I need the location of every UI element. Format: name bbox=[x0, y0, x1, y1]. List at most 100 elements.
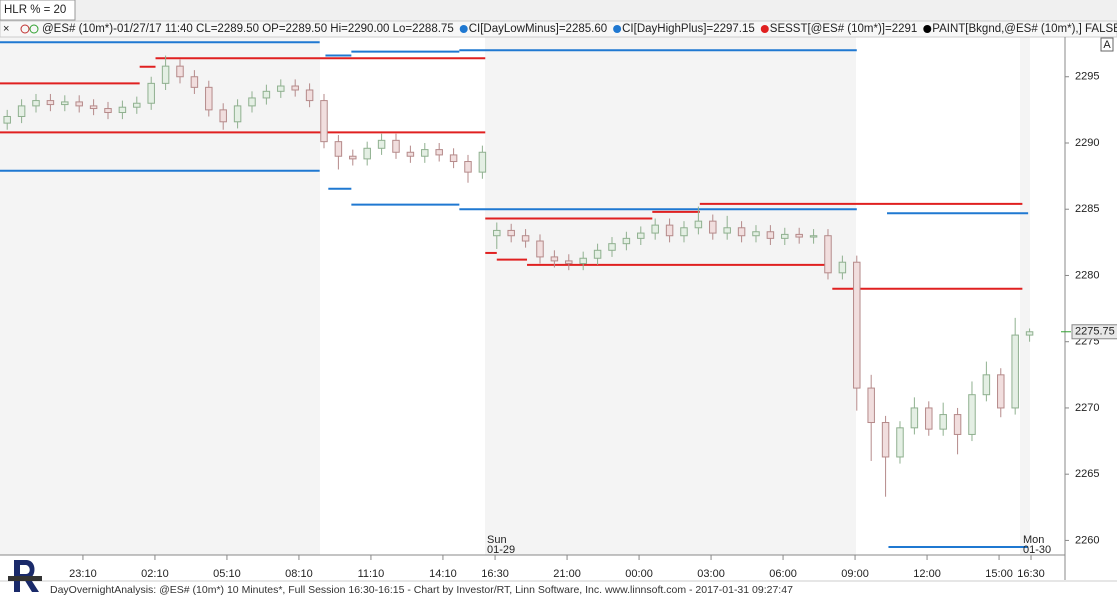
candle-body bbox=[910, 407, 919, 429]
y-tick-label: 2270 bbox=[1075, 402, 1099, 414]
candle-body bbox=[881, 422, 890, 458]
indicator-dot bbox=[923, 25, 932, 33]
icon bbox=[20, 24, 30, 34]
candle-body bbox=[205, 86, 213, 111]
candle-body bbox=[464, 161, 472, 173]
candle-body bbox=[147, 82, 155, 104]
icon bbox=[29, 24, 39, 34]
indicator-text: CI[DayHighPlus]=2297.15 bbox=[622, 23, 755, 35]
candle-body bbox=[61, 101, 69, 106]
candle-body bbox=[867, 387, 875, 424]
indicator-dot bbox=[459, 25, 468, 33]
x-tick-label: 11:10 bbox=[358, 568, 385, 580]
candle-body bbox=[190, 76, 199, 88]
candle-body bbox=[406, 151, 415, 157]
candle-body bbox=[752, 231, 760, 237]
candle-body bbox=[89, 105, 98, 110]
candle-body bbox=[521, 235, 530, 242]
candle-body bbox=[421, 149, 429, 157]
corner-button[interactable] bbox=[1100, 37, 1114, 52]
candle-body bbox=[305, 89, 314, 102]
corner-button-text: A bbox=[1103, 39, 1111, 51]
x-tick-label: 00:00 bbox=[625, 568, 653, 580]
candle-body bbox=[133, 102, 141, 108]
indicator-dot bbox=[760, 25, 769, 33]
y-tick-label: 2290 bbox=[1075, 137, 1099, 149]
close-button[interactable]: × bbox=[3, 23, 9, 35]
candle-body bbox=[536, 240, 544, 258]
candle-body bbox=[896, 427, 904, 458]
candle-body bbox=[766, 231, 775, 239]
candle-body bbox=[680, 227, 688, 237]
candle-body bbox=[968, 394, 976, 435]
y-tick-label: 2265 bbox=[1075, 468, 1099, 480]
candle-body bbox=[277, 85, 285, 92]
candle-body bbox=[953, 414, 962, 435]
y-tick-label: 2285 bbox=[1075, 203, 1099, 215]
candle-body bbox=[608, 243, 616, 251]
candle-body bbox=[1011, 334, 1019, 409]
candle-body bbox=[233, 105, 242, 123]
candle-body bbox=[435, 149, 443, 156]
candle-body bbox=[709, 220, 717, 234]
indicator-text: PAINT[Bkgnd,@ES# (10m*),] FALSE bbox=[932, 23, 1117, 35]
candle-body bbox=[665, 224, 674, 237]
candle-body bbox=[118, 106, 127, 114]
candle-body bbox=[3, 115, 11, 124]
footer-text: DayOvernightAnalysis: @ES# (10m*) 10 Min… bbox=[50, 584, 793, 596]
candle-body bbox=[392, 139, 400, 153]
candle-body bbox=[161, 65, 170, 84]
candle-body bbox=[939, 414, 947, 430]
candle-body bbox=[291, 85, 299, 91]
last-price-label: 2275.75 bbox=[1075, 326, 1115, 338]
x-tick-label: 02:10 bbox=[141, 568, 169, 580]
candle-body bbox=[176, 65, 184, 78]
candle-body bbox=[651, 224, 659, 234]
candle-body bbox=[824, 235, 832, 274]
toolbar bbox=[0, 0, 1117, 21]
x-tick-label: 14:10 bbox=[429, 568, 457, 580]
indicator-text: CI[DayLowMinus]=2285.60 bbox=[469, 23, 607, 35]
indicator-dot bbox=[613, 25, 622, 33]
x-tick-label: 16:30 bbox=[1017, 568, 1045, 580]
candle-body bbox=[593, 249, 602, 259]
x-tick-label: 12:00 bbox=[913, 568, 941, 580]
session-shade bbox=[1020, 37, 1030, 555]
y-tick-label: 2295 bbox=[1075, 71, 1099, 83]
input-box-text: HLR % = 20 bbox=[4, 4, 66, 16]
indicator-items: @ES# (10m*)-01/27/17 11:40 CL=2289.50 OP… bbox=[42, 23, 1117, 35]
x-tick-label: 03:00 bbox=[697, 568, 725, 580]
session-shade bbox=[485, 37, 856, 555]
candle-body bbox=[248, 97, 256, 107]
candle-body bbox=[723, 227, 731, 234]
candle-body bbox=[781, 233, 789, 239]
candle-body bbox=[737, 227, 746, 237]
candle-body bbox=[219, 109, 227, 123]
candle-body bbox=[1025, 331, 1034, 336]
candle-body bbox=[838, 261, 847, 274]
candle-body bbox=[579, 257, 587, 265]
candle-body bbox=[32, 100, 40, 107]
session-shade bbox=[0, 37, 320, 555]
candle-body bbox=[982, 374, 991, 396]
candle-body bbox=[377, 139, 386, 149]
x-tick-label: 09:00 bbox=[841, 568, 869, 580]
y-tick-label: 2260 bbox=[1075, 534, 1099, 546]
candle-body bbox=[493, 229, 501, 237]
input-box[interactable] bbox=[0, 0, 76, 21]
session-date: 01-29 bbox=[487, 544, 515, 556]
candle-body bbox=[809, 235, 818, 238]
candle-body bbox=[46, 100, 55, 106]
candle-body bbox=[565, 260, 573, 265]
candle-body bbox=[478, 151, 487, 173]
x-tick-label: 21:00 bbox=[553, 568, 581, 580]
x-tick-label: 23:10 bbox=[69, 568, 97, 580]
last-price-box bbox=[1071, 324, 1117, 340]
candle-body bbox=[694, 220, 703, 229]
candle-body bbox=[320, 100, 328, 143]
candle-body bbox=[853, 261, 861, 389]
candle-body bbox=[262, 90, 271, 99]
candle-body bbox=[622, 237, 631, 245]
logo bbox=[8, 560, 42, 592]
candle-body bbox=[550, 256, 559, 262]
